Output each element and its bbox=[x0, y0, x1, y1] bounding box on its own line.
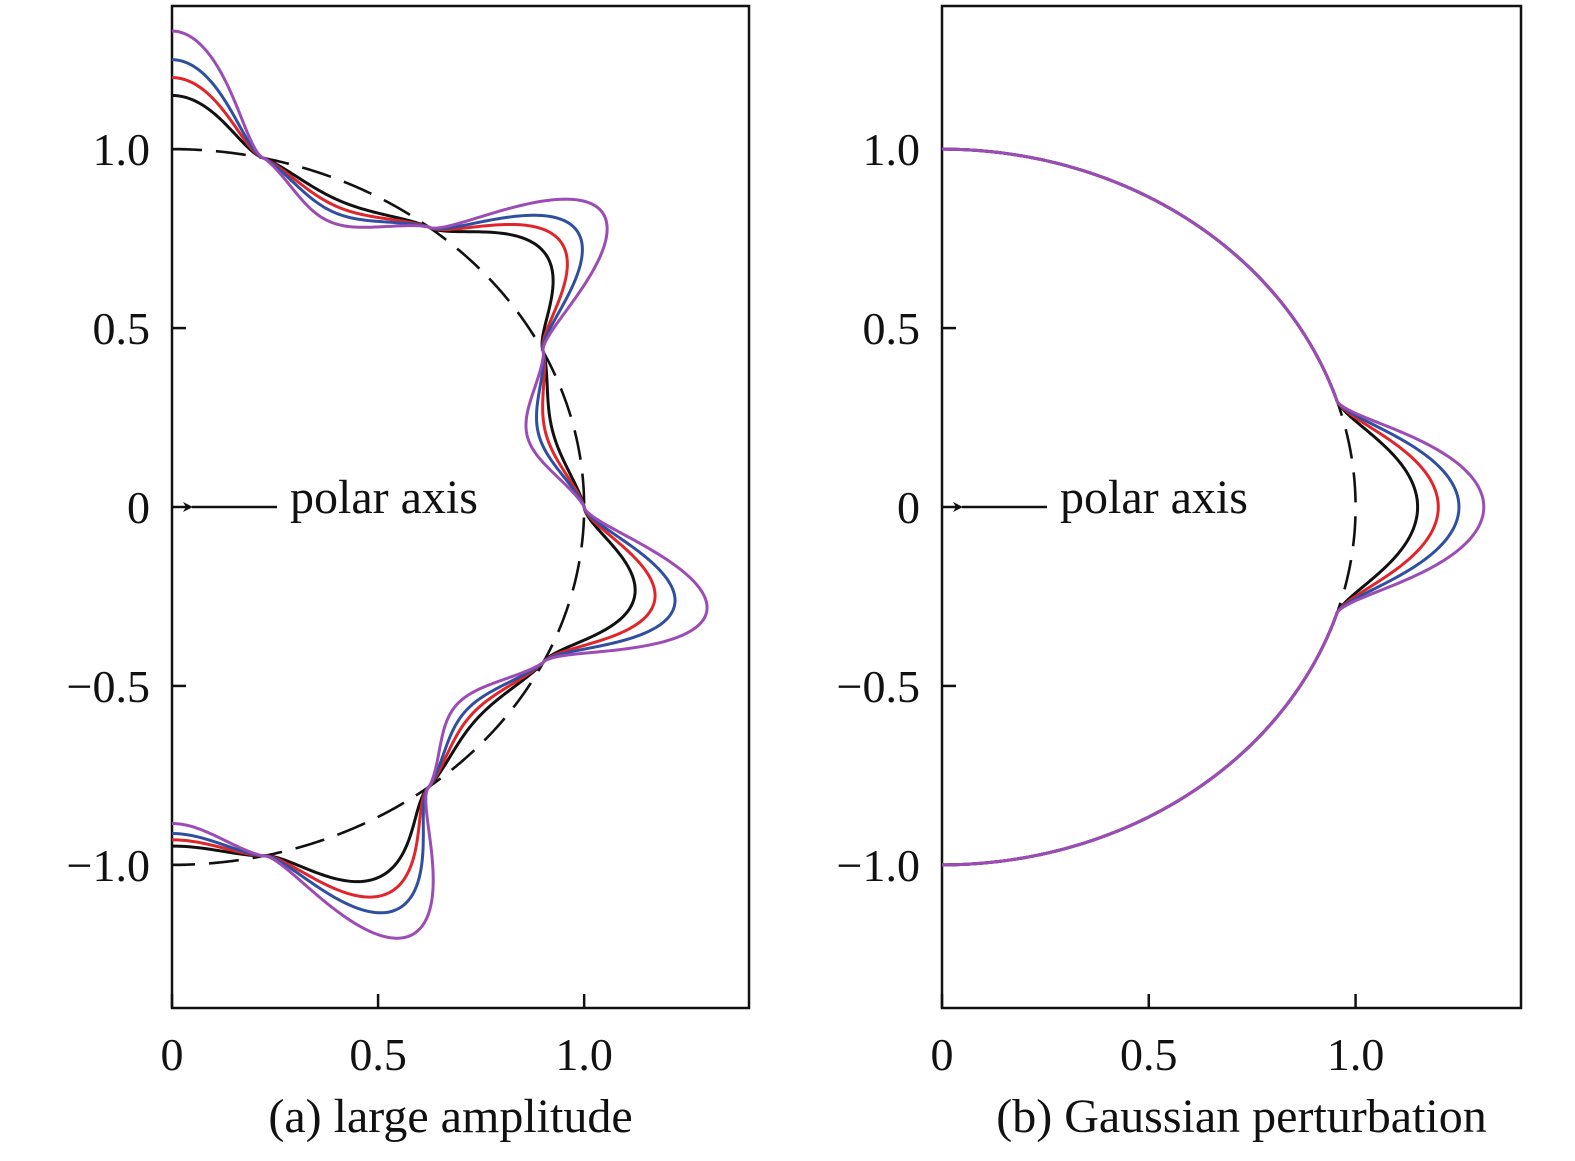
y-tick-label-b: 0 bbox=[897, 482, 920, 533]
y-tick-label-b: −0.5 bbox=[837, 661, 920, 712]
x-tick-label-b: 0.5 bbox=[1120, 1029, 1178, 1080]
panel-b: 1.0 0.5 0 −0.5 −1.0 0 0.5 1.0 (b) Gaussian pertu… bbox=[837, 4, 1523, 1143]
x-tick-label-b: 0 bbox=[931, 1029, 954, 1080]
perturbed-curve-a-4 bbox=[172, 29, 709, 940]
reference-curve-a-0 bbox=[172, 147, 586, 867]
x-tick-label-a: 0.5 bbox=[349, 1029, 407, 1080]
x-tick-label-a: 0 bbox=[161, 1029, 184, 1080]
y-tick-label-b: 0.5 bbox=[863, 303, 921, 354]
polar-axis-label-a: polar axis bbox=[290, 471, 478, 524]
y-tick-label-a: −0.5 bbox=[67, 661, 150, 712]
perturbed-curve-b-4 bbox=[942, 147, 1486, 867]
panel-a: 1.0 0.5 0 −0.5 −1.0 0 0.5 1.0 (a) large amplitud… bbox=[67, 4, 751, 1143]
polar-axis-label-b: polar axis bbox=[1060, 471, 1248, 524]
x-tick-label-b: 1.0 bbox=[1327, 1029, 1385, 1080]
y-tick-label-b: −1.0 bbox=[837, 840, 920, 891]
caption-a: (a) large amplitude bbox=[268, 1090, 632, 1143]
y-tick-label-a: 0.5 bbox=[93, 303, 151, 354]
x-tick-label-a: 1.0 bbox=[555, 1029, 613, 1080]
y-tick-label-a: 1.0 bbox=[93, 124, 151, 175]
y-tick-label-b: 1.0 bbox=[863, 124, 921, 175]
caption-b: (b) Gaussian perturbation bbox=[996, 1090, 1487, 1143]
y-tick-label-a: −1.0 bbox=[67, 840, 150, 891]
y-tick-label-a: 0 bbox=[127, 482, 150, 533]
